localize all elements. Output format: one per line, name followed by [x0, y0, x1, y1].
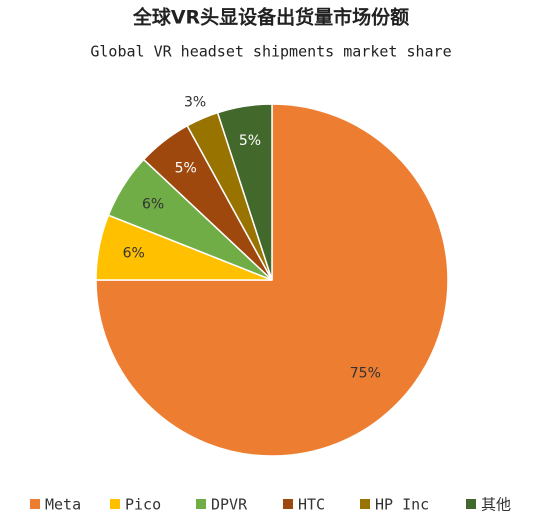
- pie-slice: [95, 103, 449, 457]
- legend-label: Pico: [125, 496, 161, 514]
- data-label: 3%: [184, 94, 206, 110]
- legend-label: HP Inc: [375, 496, 429, 514]
- legend-label: HTC: [298, 496, 325, 514]
- chart-subtitle: Global VR headset shipments market share: [90, 43, 451, 61]
- data-label: 75%: [350, 365, 381, 381]
- legend-swatch: [110, 499, 120, 509]
- legend-swatch: [196, 499, 206, 509]
- legend-label: Meta: [45, 496, 81, 514]
- data-label: 6%: [123, 246, 145, 262]
- legend-label: 其他: [481, 496, 511, 514]
- legend-swatch: [360, 499, 370, 509]
- legend-label: DPVR: [211, 496, 248, 514]
- legend-swatch: [283, 499, 293, 509]
- data-label: 6%: [142, 197, 164, 213]
- chart-title: 全球VR头显设备出货量市场份额: [132, 6, 409, 29]
- legend-swatch: [30, 499, 40, 509]
- pie-slice: [216, 103, 273, 281]
- data-label: 5%: [175, 161, 197, 177]
- legend-swatch: [466, 499, 476, 509]
- data-label: 5%: [239, 133, 261, 149]
